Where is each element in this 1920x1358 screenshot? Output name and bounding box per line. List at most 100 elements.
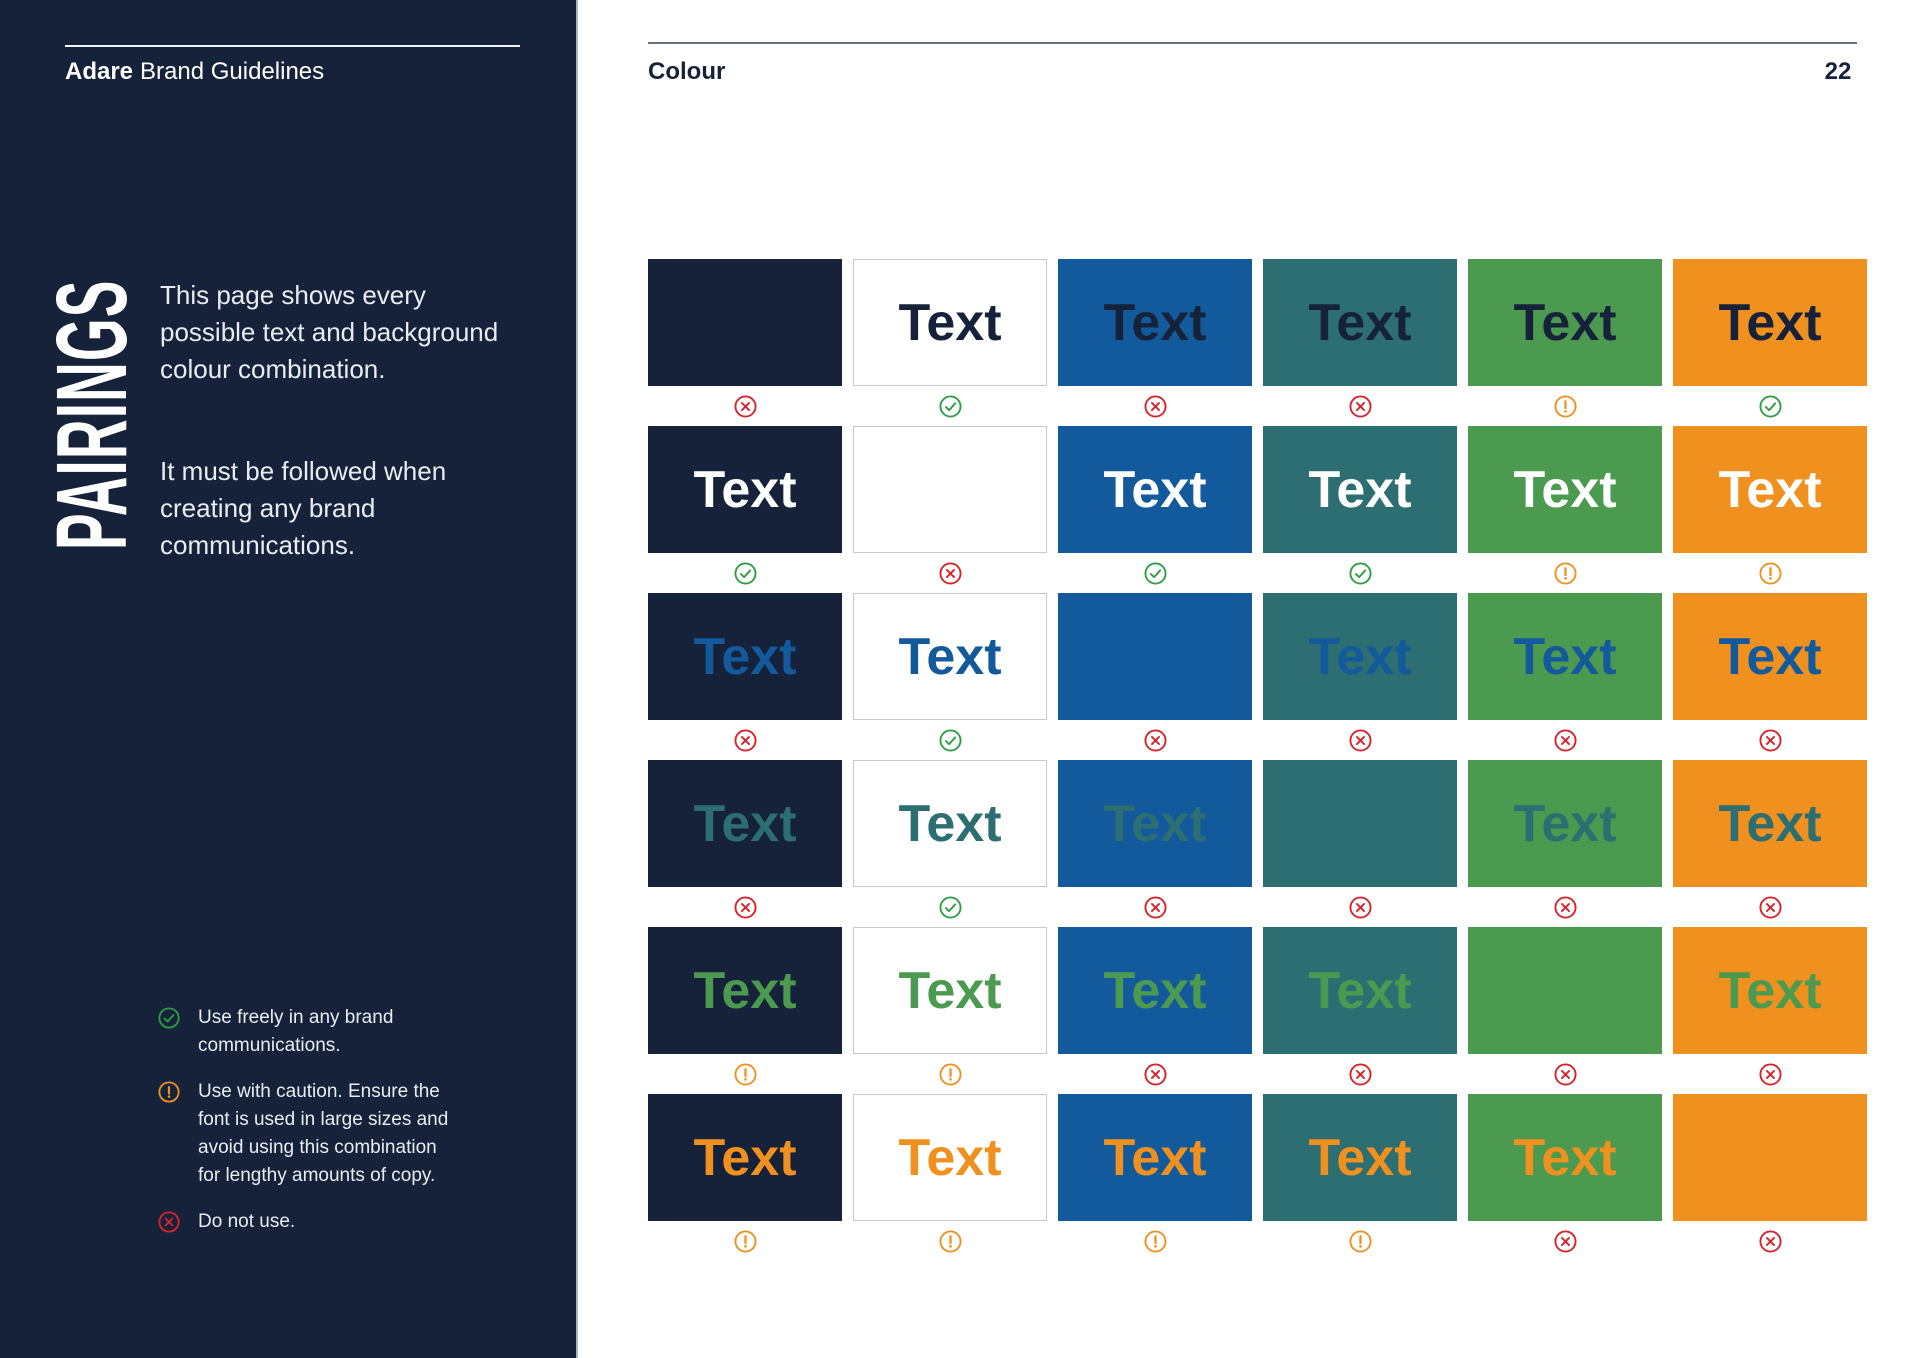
swatch-green-text-on-blue: Text: [1058, 927, 1252, 1054]
status-no-for-green-on-teal: [1263, 1054, 1457, 1094]
check-circle-icon: [938, 895, 962, 919]
status-caution-for-white-on-green: [1468, 553, 1662, 593]
sidebar-top-rule: [65, 45, 520, 47]
cross-circle-icon: [1348, 394, 1372, 418]
cross-circle-icon: [1758, 895, 1782, 919]
status-no-for-navy-on-navy: [648, 386, 842, 426]
cross-circle-icon: [1348, 1062, 1372, 1086]
swatch-navy-text-on-blue: Text: [1058, 259, 1252, 386]
cross-circle-icon: [1758, 1062, 1782, 1086]
warning-circle-icon: [733, 1062, 757, 1086]
swatch-sample-text: Text: [693, 794, 797, 853]
check-circle-icon: [938, 728, 962, 752]
status-caution-for-green-on-white: [853, 1054, 1047, 1094]
swatch-sample-text: Text: [1718, 460, 1822, 519]
status-no-for-navy-on-blue: [1058, 386, 1252, 426]
swatch-teal-text-on-white: Text: [853, 760, 1047, 887]
status-caution-for-green-on-navy: [648, 1054, 842, 1094]
status-yes-for-blue-on-white: [853, 720, 1047, 760]
status-no-for-orange-on-orange: [1673, 1221, 1867, 1261]
swatch-sample-text: Text: [1513, 293, 1617, 352]
swatch-blue-text-on-teal: Text: [1263, 593, 1457, 720]
swatch-sample-text: Text: [1103, 460, 1207, 519]
cross-circle-icon: [1553, 728, 1577, 752]
cross-circle-icon: [1143, 895, 1167, 919]
status-yes-for-navy-on-white: [853, 386, 1047, 426]
status-no-for-teal-on-teal: [1263, 887, 1457, 927]
cross-circle-icon: [733, 895, 757, 919]
swatch-blue-text-on-navy: Text: [648, 593, 842, 720]
warning-circle-icon: [158, 1081, 180, 1103]
swatch-sample-text: Text: [1308, 627, 1412, 686]
status-no-for-green-on-blue: [1058, 1054, 1252, 1094]
check-circle-icon: [1143, 561, 1167, 585]
warning-circle-icon: [938, 1229, 962, 1253]
swatch-white-text-on-navy: Text: [648, 426, 842, 553]
status-no-for-blue-on-teal: [1263, 720, 1457, 760]
swatch-orange-text-on-white: Text: [853, 1094, 1047, 1221]
cross-circle-icon: [1758, 1229, 1782, 1253]
swatch-sample-text: Text: [1718, 794, 1822, 853]
swatch-sample-text: Text: [1103, 293, 1207, 352]
cross-circle-icon: [733, 728, 757, 752]
legend-label: Do not use.: [198, 1211, 296, 1232]
status-yes-for-white-on-navy: [648, 553, 842, 593]
swatch-sample-text: Text: [1718, 627, 1822, 686]
swatch-blue-text-on-white: Text: [853, 593, 1047, 720]
description-paragraph-2: It must be followed when creating any br…: [160, 456, 447, 560]
swatch-green-text-on-orange: Text: [1673, 927, 1867, 1054]
cross-circle-icon: [1553, 895, 1577, 919]
status-no-for-green-on-orange: [1673, 1054, 1867, 1094]
document-title: Adare Brand Guidelines: [65, 58, 324, 86]
status-no-for-teal-on-orange: [1673, 887, 1867, 927]
cross-circle-icon: [1348, 895, 1372, 919]
cross-circle-icon: [1348, 728, 1372, 752]
swatch-sample-text: Text: [693, 460, 797, 519]
warning-circle-icon: [1348, 1229, 1372, 1253]
swatch-navy-text-on-orange: Text: [1673, 259, 1867, 386]
swatch-sample-text: Text: [1308, 460, 1412, 519]
status-caution-for-orange-on-teal: [1263, 1221, 1457, 1261]
colour-pairings-grid: Text Text Text Text Text Text Text Text Text Text…: [648, 259, 1867, 1261]
swatch-white-text-on-blue: Text: [1058, 426, 1252, 553]
status-yes-for-white-on-teal: [1263, 553, 1457, 593]
swatch-sample-text: Text: [1718, 293, 1822, 352]
sidebar: Adare Brand Guidelines PAIRINGS This page…: [0, 0, 578, 1358]
swatch-orange-text-on-orange: [1673, 1094, 1867, 1221]
cross-circle-icon: [1553, 1229, 1577, 1253]
warning-circle-icon: [1553, 394, 1577, 418]
swatch-teal-text-on-navy: Text: [648, 760, 842, 887]
swatch-white-text-on-white: [853, 426, 1047, 553]
status-caution-for-orange-on-white: [853, 1221, 1047, 1261]
status-no-for-teal-on-navy: [648, 887, 842, 927]
legend-label: Use freely in any brand communications.: [198, 1007, 394, 1056]
status-no-for-green-on-green: [1468, 1054, 1662, 1094]
swatch-sample-text: Text: [898, 794, 1002, 853]
swatch-sample-text: Text: [1308, 293, 1412, 352]
document-subtitle: Brand Guidelines: [140, 58, 325, 85]
swatch-teal-text-on-orange: Text: [1673, 760, 1867, 887]
status-no-for-teal-on-blue: [1058, 887, 1252, 927]
status-yes-for-teal-on-white: [853, 887, 1047, 927]
swatch-orange-text-on-navy: Text: [648, 1094, 842, 1221]
swatch-green-text-on-navy: Text: [648, 927, 842, 1054]
swatch-sample-text: Text: [1718, 961, 1822, 1020]
swatch-green-text-on-green: [1468, 927, 1662, 1054]
warning-circle-icon: [938, 1062, 962, 1086]
swatch-sample-text: Text: [1513, 794, 1617, 853]
status-no-for-navy-on-teal: [1263, 386, 1457, 426]
swatch-sample-text: Text: [693, 627, 797, 686]
check-circle-icon: [158, 1007, 180, 1029]
check-circle-icon: [938, 394, 962, 418]
swatch-navy-text-on-teal: Text: [1263, 259, 1457, 386]
status-no-for-white-on-white: [853, 553, 1047, 593]
swatch-white-text-on-teal: Text: [1263, 426, 1457, 553]
swatch-blue-text-on-green: Text: [1468, 593, 1662, 720]
status-no-for-teal-on-green: [1468, 887, 1662, 927]
cross-circle-icon: [1143, 728, 1167, 752]
status-caution-for-orange-on-navy: [648, 1221, 842, 1261]
legend-item-yes: Use freely in any brand communications.: [158, 1004, 508, 1060]
swatch-sample-text: Text: [1513, 627, 1617, 686]
swatch-teal-text-on-green: Text: [1468, 760, 1662, 887]
